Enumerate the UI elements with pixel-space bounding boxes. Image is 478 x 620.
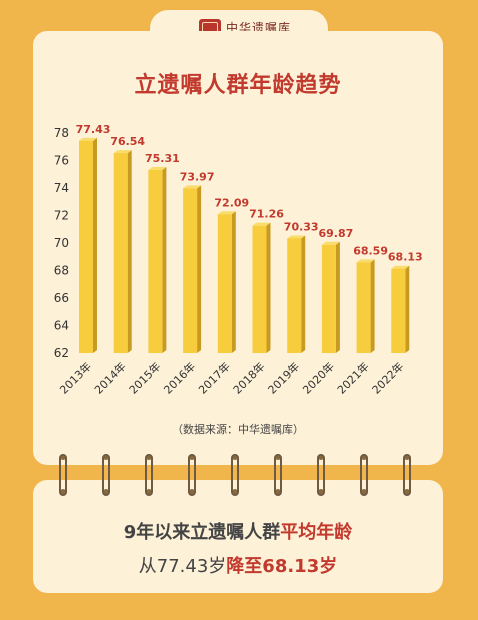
data-label: 68.59 (353, 244, 388, 257)
data-source: （数据来源：中华遗嘱库） (172, 423, 304, 436)
bar-side (162, 166, 167, 353)
bar-side (266, 222, 271, 353)
bar-top (79, 137, 97, 141)
x-tick-label: 2019年 (265, 359, 302, 396)
bar (356, 262, 371, 353)
x-tick-label: 2016年 (161, 359, 198, 396)
bar-side (127, 150, 132, 353)
bar-chart: 62 64 66 68 70 72 74 76 78 77.43 2013年 76.54 2014年 75… (54, 123, 423, 397)
bar-side (405, 265, 410, 353)
summary-line-2: 从77.43岁降至68.13岁 (33, 552, 443, 578)
y-tick-label: 70 (54, 236, 69, 250)
x-tick-label: 2013年 (57, 359, 94, 396)
x-tick-label: 2021年 (334, 359, 371, 396)
x-tick-label: 2017年 (195, 359, 232, 396)
bar-top (113, 150, 132, 154)
bar-top (321, 241, 340, 245)
y-tick-label: 76 (54, 154, 69, 168)
data-label: 68.13 (388, 251, 423, 264)
bar (217, 214, 232, 353)
summary-line-1-highlight: 平均年龄 (280, 522, 353, 543)
bar-top (148, 166, 167, 170)
bar-side (335, 241, 340, 353)
bar (287, 238, 302, 353)
summary-line-1: 9年以来立遗嘱人群平均年龄 (33, 518, 443, 544)
bar (79, 140, 93, 353)
bar-top (287, 235, 306, 239)
bar-top (217, 211, 236, 215)
data-label: 72.09 (214, 196, 249, 209)
y-tick-label: 74 (54, 181, 69, 195)
data-label: 73.97 (180, 170, 215, 183)
chart-card: 立遗嘱人群年龄趋势 62 64 66 68 70 72 74 76 78 77.43 2013年 76… (33, 31, 443, 465)
bar-side (231, 211, 236, 353)
bar (252, 225, 267, 353)
bar (391, 268, 406, 353)
summary-line-2-text: 从77.43岁 (138, 556, 227, 577)
data-label: 77.43 (76, 123, 111, 136)
bar-side (197, 185, 202, 353)
y-tick-label: 78 (54, 126, 69, 140)
x-tick-label: 2014年 (91, 359, 128, 396)
bar-side (370, 259, 375, 353)
x-tick-label: 2022年 (369, 359, 406, 396)
bar-side (93, 137, 97, 353)
bar-top (252, 222, 271, 226)
bar-side (301, 235, 306, 353)
x-tick-label: 2018年 (230, 359, 267, 396)
summary-line-2-highlight: 降至68.13岁 (226, 556, 338, 577)
summary-line-1-text: 9年以来立遗嘱人群 (123, 522, 281, 543)
summary-card: 9年以来立遗嘱人群平均年龄 从77.43岁降至68.13岁 (33, 480, 443, 593)
x-tick-label: 2015年 (126, 359, 163, 396)
data-label: 69.87 (319, 227, 354, 240)
bar (148, 169, 163, 353)
data-label: 75.31 (145, 152, 180, 165)
data-label: 70.33 (284, 220, 319, 233)
bar-top (183, 185, 202, 189)
bar (113, 153, 128, 353)
x-tick-label: 2020年 (300, 359, 337, 396)
bar-top (391, 265, 410, 269)
y-tick-label: 68 (54, 264, 69, 278)
data-label: 76.54 (110, 135, 145, 148)
y-tick-label: 72 (54, 209, 69, 223)
y-tick-label: 66 (54, 291, 69, 305)
chart-title: 立遗嘱人群年龄趋势 (134, 73, 342, 98)
y-tick-label: 64 (54, 319, 69, 333)
y-tick-label: 62 (54, 346, 69, 360)
bar (321, 244, 336, 353)
bar (183, 188, 198, 353)
data-label: 71.26 (249, 208, 284, 221)
bar-top (356, 259, 375, 263)
